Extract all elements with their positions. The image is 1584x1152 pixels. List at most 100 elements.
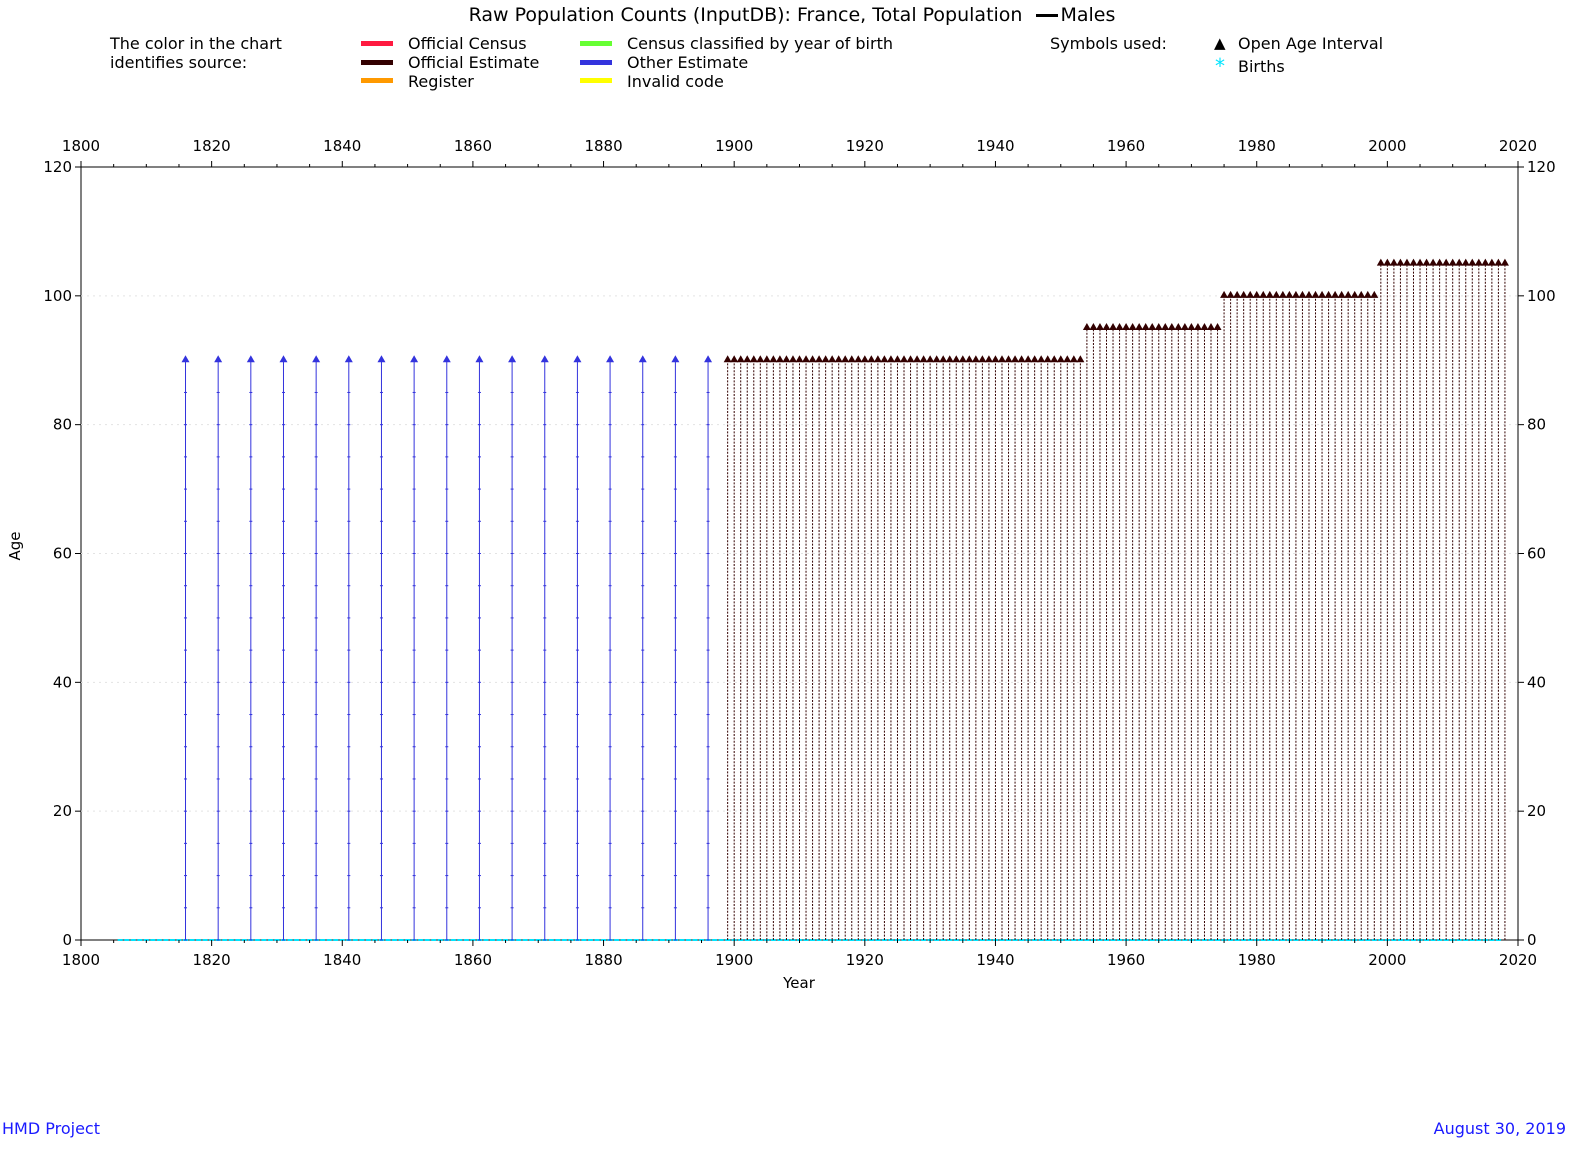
official-estimate-open-age	[1207, 323, 1216, 331]
official-estimate-open-age	[867, 355, 876, 363]
y-axis-label: Age	[6, 531, 24, 560]
official-estimate-open-age	[1389, 258, 1398, 266]
official-estimate-open-age	[932, 355, 941, 363]
official-estimate-open-age	[1487, 258, 1496, 266]
official-estimate-open-age	[1135, 323, 1144, 331]
other-estimate-open-age	[410, 355, 419, 363]
official-estimate-open-age	[788, 355, 797, 363]
official-estimate-open-age	[1259, 290, 1268, 298]
official-estimate-open-age	[1082, 323, 1091, 331]
other-estimate-open-age	[573, 355, 582, 363]
official-estimate-open-age	[828, 355, 837, 363]
official-estimate-open-age	[1122, 323, 1131, 331]
official-estimate-open-age	[1056, 355, 1065, 363]
official-estimate-open-age	[886, 355, 895, 363]
official-estimate-open-age	[815, 355, 824, 363]
official-estimate-open-age	[1102, 323, 1111, 331]
x-tick-label-bottom: 1860	[454, 951, 492, 969]
y-tick-label-left: 40	[53, 673, 72, 691]
official-estimate-open-age	[1141, 323, 1150, 331]
legend-swatch-official-census	[361, 41, 393, 46]
official-estimate-open-age	[723, 355, 732, 363]
official-estimate-open-age	[769, 355, 778, 363]
official-estimate-open-age	[906, 355, 915, 363]
y-tick-label-left: 20	[53, 802, 72, 820]
official-estimate-open-age	[1435, 258, 1444, 266]
official-estimate-open-age	[756, 355, 765, 363]
official-estimate-open-age	[1233, 290, 1242, 298]
official-estimate-open-age	[1017, 355, 1026, 363]
official-estimate-open-age	[1318, 290, 1327, 298]
official-estimate-open-age	[841, 355, 850, 363]
official-estimate-open-age	[939, 355, 948, 363]
y-tick-label-right: 40	[1527, 673, 1546, 691]
official-estimate-open-age	[762, 355, 771, 363]
official-estimate-open-age	[1200, 323, 1209, 331]
official-estimate-open-age	[795, 355, 804, 363]
other-estimate-open-age	[214, 355, 223, 363]
x-tick-label-top: 2020	[1499, 137, 1537, 155]
legend-label-invalid-code: Invalid code	[627, 72, 724, 91]
x-tick-label-bottom: 1940	[976, 951, 1014, 969]
official-estimate-open-age	[1069, 355, 1078, 363]
legend-swatch-invalid-code	[580, 78, 612, 83]
x-tick-label-top: 1820	[193, 137, 231, 155]
footer-date: August 30, 2019	[1433, 1119, 1566, 1138]
x-tick-label-top: 1980	[1238, 137, 1276, 155]
symbol-label-births: Births	[1238, 57, 1285, 76]
official-estimate-open-age	[1298, 290, 1307, 298]
y-tick-label-right: 80	[1527, 416, 1546, 434]
official-estimate-open-age	[775, 355, 784, 363]
official-estimate-open-age	[1409, 258, 1418, 266]
x-tick-label-top: 1960	[1107, 137, 1145, 155]
official-estimate-open-age	[991, 355, 1000, 363]
legend-swatch-other-estimate	[580, 60, 612, 65]
y-tick-label-right: 120	[1527, 158, 1556, 176]
legend-intro-line2: identifies source:	[110, 53, 248, 72]
y-tick-label-left: 80	[53, 416, 72, 434]
x-tick-label-top: 1920	[846, 137, 884, 155]
official-estimate-open-age	[1311, 290, 1320, 298]
official-estimate-open-age	[880, 355, 889, 363]
other-estimate-open-age	[671, 355, 680, 363]
other-estimate-open-age	[377, 355, 386, 363]
legend-label-census-by-birth: Census classified by year of birth	[627, 34, 893, 53]
x-tick-label-bottom: 1840	[323, 951, 361, 969]
y-tick-label-left: 0	[62, 931, 72, 949]
official-estimate-open-age	[1050, 355, 1059, 363]
official-estimate-open-age	[1324, 290, 1333, 298]
x-axis-label: Year	[782, 974, 816, 992]
official-estimate-open-age	[1291, 290, 1300, 298]
other-estimate-open-age	[540, 355, 549, 363]
official-estimate-open-age	[1494, 258, 1503, 266]
official-estimate-open-age	[1115, 323, 1124, 331]
symbol-label-open-age: Open Age Interval	[1238, 34, 1384, 53]
official-estimate-open-age	[1030, 355, 1039, 363]
official-estimate-open-age	[749, 355, 758, 363]
other-estimate-open-age	[508, 355, 517, 363]
official-estimate-open-age	[1278, 290, 1287, 298]
official-estimate-open-age	[1095, 323, 1104, 331]
official-estimate-open-age	[1063, 355, 1072, 363]
official-estimate-open-age	[1500, 258, 1509, 266]
footer-project: HMD Project	[2, 1119, 100, 1138]
official-estimate-open-age	[1024, 355, 1033, 363]
official-estimate-open-age	[1128, 323, 1137, 331]
legend-intro-line1: The color in the chart	[110, 34, 282, 53]
legend-label-register: Register	[408, 72, 474, 91]
official-estimate-open-age	[1187, 323, 1196, 331]
official-estimate-open-age	[971, 355, 980, 363]
x-tick-label-bottom: 1980	[1238, 951, 1276, 969]
official-estimate-open-age	[1043, 355, 1052, 363]
legend-label-official-estimate: Official Estimate	[408, 53, 540, 72]
official-estimate-open-age	[958, 355, 967, 363]
asterisk-icon: *	[1215, 54, 1225, 78]
y-tick-label-left: 100	[43, 287, 72, 305]
x-tick-label-bottom: 1920	[846, 951, 884, 969]
x-tick-label-top: 2000	[1368, 137, 1406, 155]
official-estimate-open-age	[873, 355, 882, 363]
other-estimate-open-age	[704, 355, 713, 363]
x-tick-label-bottom: 2020	[1499, 951, 1537, 969]
